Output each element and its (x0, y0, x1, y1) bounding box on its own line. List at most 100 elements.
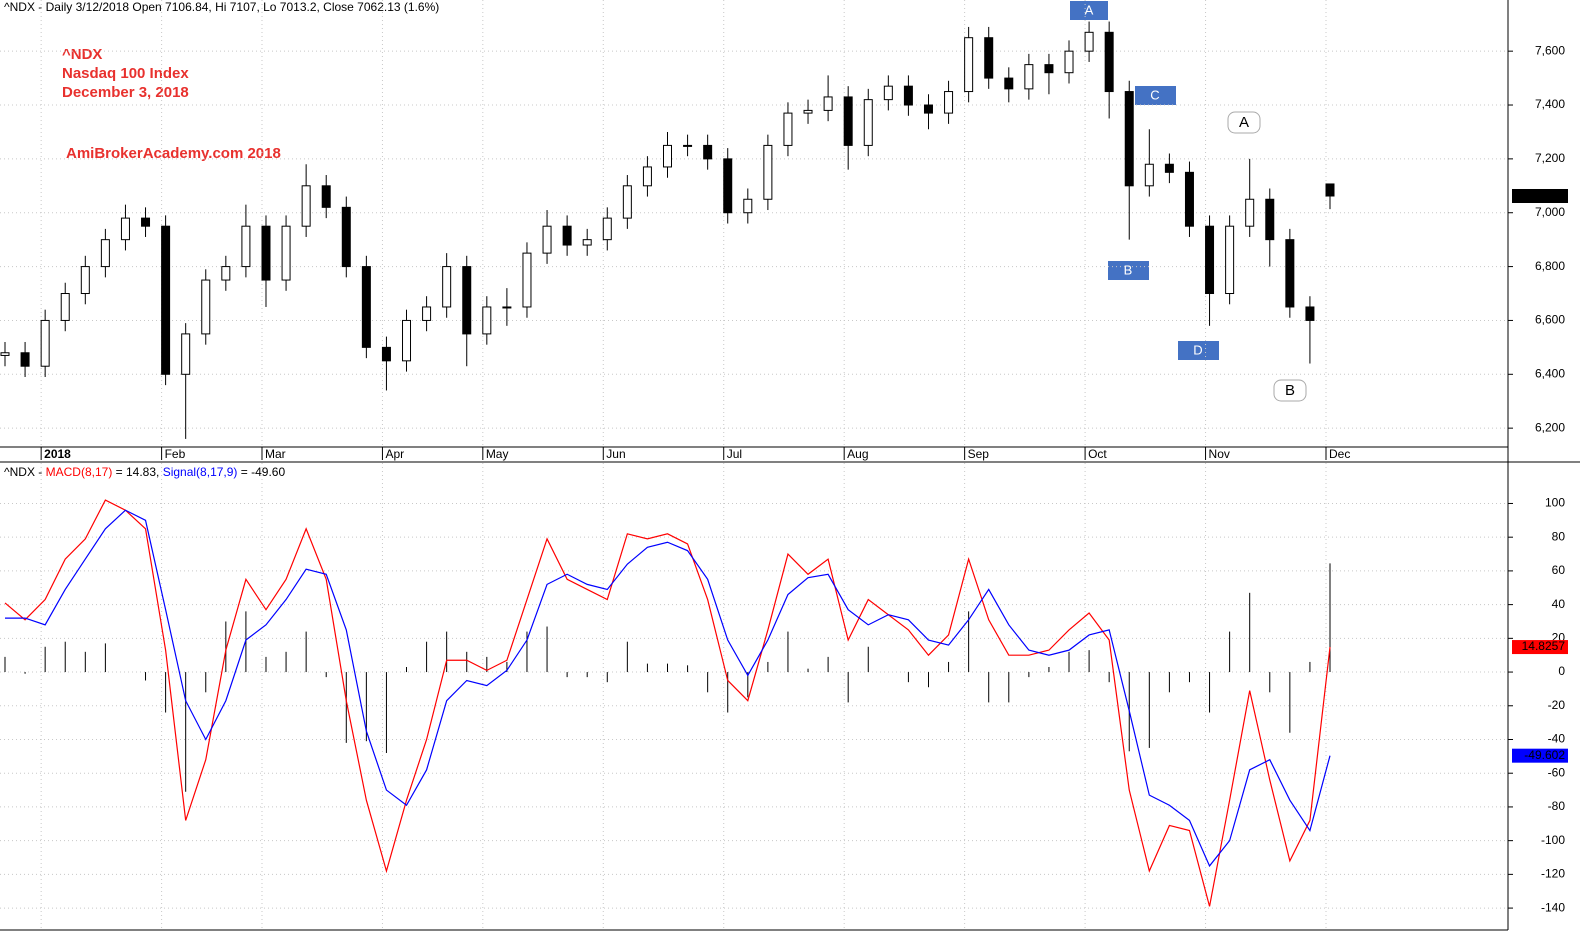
candle-body (683, 144, 693, 147)
y-tick-label: 6,800 (1535, 259, 1565, 273)
annotation: December 3, 2018 (62, 84, 189, 101)
candle-body (482, 306, 492, 335)
annotation: ^NDX (62, 46, 102, 63)
candle-body (542, 225, 552, 254)
candle-body (301, 185, 311, 227)
candle-body (181, 333, 191, 375)
wave-label-text: A (1239, 114, 1249, 131)
candle-body (923, 104, 933, 114)
end-marker-label: 14.8257 (1522, 639, 1566, 653)
candle-body (863, 99, 873, 146)
candle-body (964, 37, 974, 93)
candle-body (1044, 64, 1054, 74)
wave-label-text: A (1085, 2, 1094, 17)
chart-title: ^NDX - Daily 3/12/2018 Open 7106.84, Hi … (4, 0, 439, 14)
candle-body (1004, 77, 1014, 90)
candle-body (763, 144, 773, 200)
wave-label-text: B (1285, 382, 1295, 399)
candle-body (1305, 306, 1315, 321)
candle-body (321, 185, 331, 208)
end-marker (1512, 748, 1568, 763)
y-tick-label: 6,600 (1535, 313, 1565, 327)
wave-label: A (1227, 111, 1261, 134)
y-tick-label: 6,400 (1535, 366, 1565, 380)
x-tick-label: 2018 (44, 447, 71, 461)
y-tick-label: 7,400 (1535, 97, 1565, 111)
candle-body (944, 91, 954, 114)
y-tick-label: 100 (1545, 496, 1565, 510)
candle-body (703, 144, 713, 160)
candle-body (361, 266, 371, 348)
y-tick-label: 80 (1552, 529, 1566, 543)
x-tick-label: Nov (1209, 447, 1230, 461)
y-tick-label: 7,600 (1535, 43, 1565, 57)
y-tick-label: -20 (1548, 698, 1566, 712)
legend-value: = -49.60 (237, 465, 285, 479)
candle-body (582, 239, 592, 246)
candle-body (462, 266, 472, 335)
candle-body (1325, 183, 1335, 197)
candle-body (161, 225, 171, 375)
y-tick-label: 7,000 (1535, 205, 1565, 219)
x-tick-label: Feb (165, 447, 186, 461)
x-tick-label: Jul (727, 447, 742, 461)
legend-entry: Signal(8,17,9) (163, 465, 238, 479)
macd-header-prefix: ^NDX - (4, 465, 46, 479)
candle-body (843, 96, 853, 146)
end-marker-label: -49.602 (1524, 748, 1565, 762)
wave-label: B (1108, 261, 1149, 280)
candle-body (20, 352, 30, 367)
candle-body (1245, 198, 1255, 227)
wave-label-text: C (1150, 87, 1159, 102)
candle-body (803, 109, 813, 114)
candle-body (783, 112, 793, 146)
y-tick-label: 40 (1552, 597, 1566, 611)
wave-label-text: D (1193, 342, 1202, 357)
candle-body (141, 217, 151, 227)
wave-label: B (1273, 379, 1307, 402)
candle-body (381, 346, 391, 362)
x-tick-label: May (486, 447, 509, 461)
candle-body (622, 185, 632, 219)
candle-body (1225, 225, 1235, 295)
candle-body (823, 96, 833, 111)
candle-body (241, 225, 251, 268)
wave-label: D (1178, 341, 1219, 360)
candle-body (1144, 163, 1154, 187)
line-series (5, 509, 1331, 868)
x-tick-label: Aug (847, 447, 868, 461)
line-series (4, 499, 1331, 907)
candle-body (40, 319, 50, 367)
y-tick-label: -100 (1541, 833, 1565, 847)
candle-body (402, 319, 412, 362)
candle-body (80, 266, 90, 295)
candle-body (341, 206, 351, 268)
candle-body (0, 352, 10, 356)
candle-body (1205, 225, 1215, 295)
price-marker (1512, 188, 1568, 203)
candle-body (261, 225, 271, 281)
x-tick-label: Apr (385, 447, 404, 461)
y-tick-label: -140 (1541, 900, 1565, 914)
candle-body (1265, 198, 1275, 241)
candle-body (201, 279, 211, 335)
candle-body (120, 217, 130, 241)
candle-body (1064, 50, 1074, 74)
candle-body (1124, 91, 1134, 187)
wave-label: C (1135, 86, 1176, 105)
annotation: AmiBrokerAcademy.com 2018 (66, 145, 281, 162)
candle-body (984, 37, 994, 79)
candle-body (743, 198, 753, 214)
candle-body (442, 266, 452, 308)
x-tick-label: Dec (1329, 447, 1350, 461)
candle-body (903, 85, 913, 106)
candle-body (883, 85, 893, 101)
y-tick-label: 6,200 (1535, 420, 1565, 434)
annotation: Nasdaq 100 Index (62, 65, 189, 82)
candle-body (1024, 64, 1034, 90)
candle-body (1164, 163, 1174, 173)
candle-body (422, 306, 432, 321)
y-tick-label: -40 (1548, 732, 1566, 746)
candle-body (60, 293, 70, 321)
